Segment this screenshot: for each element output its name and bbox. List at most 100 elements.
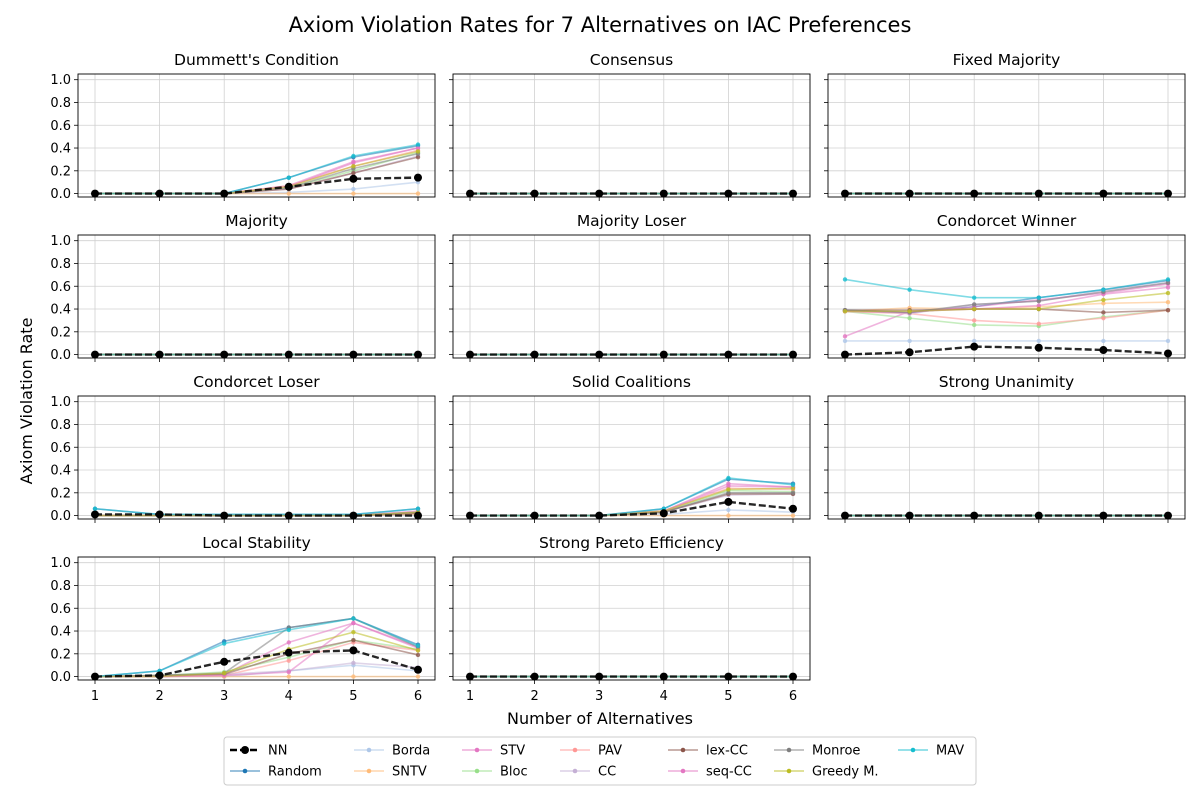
data-point <box>724 189 733 198</box>
y-tick-label: 0.6 <box>50 119 71 134</box>
plot-frame <box>452 395 811 520</box>
data-point <box>905 189 914 198</box>
data-point <box>530 672 539 681</box>
data-point <box>1164 511 1172 520</box>
x-tick-label: 5 <box>724 689 732 704</box>
data-point <box>790 513 796 518</box>
panel-majority: Majority 0.0 0.2 0.4 0.6 0.8 1.0 <box>50 212 436 363</box>
data-point <box>595 672 604 681</box>
data-point <box>351 170 356 176</box>
legend-swatch-marker <box>572 768 578 774</box>
legend-swatch-marker <box>366 747 372 753</box>
panel-consensus: Consensus <box>449 51 811 201</box>
data-point <box>530 350 539 359</box>
panel-title: Fixed Majority <box>953 51 1061 69</box>
series-mav <box>467 475 796 518</box>
data-point <box>789 504 797 513</box>
plot-frame <box>827 395 1186 520</box>
y-tick-label: 0.4 <box>50 142 71 157</box>
data-point <box>1165 285 1171 290</box>
data-point <box>659 350 668 359</box>
panel-title: Local Stability <box>202 534 311 552</box>
data-point <box>726 513 731 518</box>
series-nn <box>841 189 1172 198</box>
data-point <box>220 189 229 198</box>
data-point <box>349 646 358 655</box>
series-nn <box>91 173 422 198</box>
data-point <box>351 616 356 621</box>
legend-swatch-marker <box>366 768 372 774</box>
data-point <box>972 306 977 312</box>
data-point <box>970 511 979 520</box>
panel-title: Consensus <box>590 51 674 69</box>
y-tick-label: 0.0 <box>50 348 71 363</box>
legend-swatch-marker <box>786 768 792 774</box>
data-point <box>1165 280 1171 286</box>
plot-frame <box>827 73 1186 198</box>
data-point <box>972 338 977 344</box>
data-point <box>1101 315 1106 321</box>
panel-title: Solid Coalitions <box>572 373 691 391</box>
data-point <box>415 648 421 653</box>
series-nn <box>91 350 422 359</box>
data-point <box>790 486 796 491</box>
data-point <box>842 309 848 314</box>
legend-item-random: Random <box>230 765 322 780</box>
data-point <box>790 482 796 488</box>
data-point <box>286 191 291 196</box>
data-point <box>1034 511 1043 520</box>
legend-label: Greedy M. <box>812 765 879 780</box>
y-tick-label: 0.2 <box>50 325 71 340</box>
data-point <box>91 189 99 198</box>
data-point <box>414 665 422 674</box>
data-point <box>842 338 848 344</box>
data-point <box>466 672 474 681</box>
data-point <box>286 175 291 180</box>
series-line-nn <box>844 345 1169 356</box>
data-point <box>842 277 848 282</box>
data-point <box>222 670 227 676</box>
series-line-stv <box>844 286 1169 338</box>
y-tick-label: 0.2 <box>50 486 71 501</box>
panel-title: Condorcet Winner <box>937 212 1077 230</box>
data-point <box>972 322 977 328</box>
y-tick-label: 1.0 <box>50 234 71 249</box>
legend-item-sntv: SNTV <box>354 765 427 780</box>
data-point <box>91 510 99 519</box>
data-point <box>726 490 731 496</box>
data-point <box>415 506 421 511</box>
legend-swatch-marker <box>474 768 480 774</box>
legend-swatch-marker <box>910 747 916 753</box>
panel-title: Majority Loser <box>577 212 687 230</box>
data-point <box>351 637 356 643</box>
panel-majority-loser: Majority Loser <box>449 212 811 362</box>
data-point <box>841 511 849 520</box>
data-point <box>415 149 421 154</box>
series-nn <box>466 350 797 359</box>
data-point <box>1101 297 1106 303</box>
data-point <box>284 182 293 191</box>
series-line-nn <box>95 176 419 195</box>
data-point <box>1036 338 1042 344</box>
data-point <box>1036 303 1042 308</box>
legend-label: Bloc <box>500 765 528 780</box>
panel-condorcet-winner: Condorcet Winner <box>824 212 1186 362</box>
y-tick-label: 0.4 <box>50 303 71 318</box>
legend-item-monroe: Monroe <box>774 744 860 759</box>
data-point <box>349 511 358 520</box>
data-point <box>595 189 604 198</box>
y-tick-label: 0.4 <box>50 464 71 479</box>
data-point <box>415 643 421 649</box>
x-tick-label: 3 <box>220 689 228 704</box>
data-point <box>91 350 99 359</box>
legend-item-seq-cc: seq-CC <box>668 765 752 780</box>
series-borda <box>842 338 1171 344</box>
x-tick-label: 4 <box>285 689 293 704</box>
data-point <box>841 189 849 198</box>
data-point <box>1101 301 1106 306</box>
data-point <box>659 509 668 518</box>
data-point <box>155 510 164 519</box>
data-point <box>1165 299 1171 305</box>
series-nn <box>466 497 797 520</box>
data-point <box>466 511 474 520</box>
